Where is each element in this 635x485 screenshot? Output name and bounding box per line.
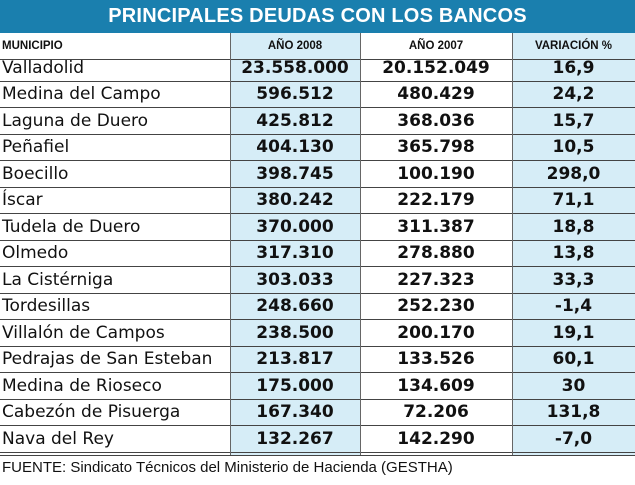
value-2007-cell: 365.798	[397, 137, 475, 158]
table-row: Laguna de Duero 425.812 368.036 15,7	[0, 108, 635, 135]
variacion-cell: 33,3	[552, 269, 595, 290]
value-2008-cell: 175.000	[256, 375, 334, 396]
table-row: Tudela de Duero 370.000 311.387 18,8	[0, 214, 635, 241]
source-note: FUENTE: Sindicato Técnicos del Ministeri…	[2, 459, 453, 476]
column-shade-variacion	[512, 33, 635, 455]
value-2007-cell: 222.179	[397, 190, 475, 211]
value-2007-cell: 134.609	[397, 375, 475, 396]
variacion-cell: 298,0	[546, 163, 601, 184]
value-2007-cell: 133.526	[397, 349, 475, 370]
table-row: Pedrajas de San Esteban 213.817 133.526 60,…	[0, 347, 635, 373]
municipio-cell: Olmedo	[2, 243, 69, 264]
variacion-cell: 131,8	[546, 402, 601, 423]
value-2008-cell: 238.500	[256, 322, 334, 343]
value-2007-cell: 480.429	[397, 84, 475, 105]
column-shade-2008	[230, 33, 360, 455]
value-2008-cell: 167.340	[256, 402, 334, 423]
value-2008-cell: 317.310	[256, 243, 334, 264]
value-2007-cell: 100.190	[397, 163, 475, 184]
municipio-cell: Villalón de Campos	[2, 322, 165, 343]
value-2008-cell: 213.817	[256, 349, 334, 370]
variacion-cell: 60,1	[552, 349, 595, 370]
variacion-cell: 30	[561, 375, 586, 396]
municipio-cell: Medina del Campo	[2, 84, 161, 105]
column-divider	[230, 33, 231, 455]
column-divider	[360, 33, 361, 455]
municipio-cell: Nava del Rey	[2, 428, 114, 449]
table-row: Tordesillas 248.660 252.230 -1,4	[0, 294, 635, 320]
header-municipio: MUNICIPIO	[2, 39, 63, 52]
variacion-cell: 18,8	[552, 216, 595, 237]
table-title: PRINCIPALES DEUDAS CON LOS BANCOS	[0, 0, 635, 33]
municipio-cell: Peñafiel	[2, 137, 70, 158]
table-row: Nava del Rey 132.267 142.290 -7,0	[0, 426, 635, 453]
value-2007-cell: 200.170	[397, 322, 475, 343]
table-row: Villalón de Campos 238.500 200.170 19,1	[0, 320, 635, 347]
value-2008-cell: 303.033	[256, 269, 334, 290]
value-2007-cell: 368.036	[397, 110, 475, 131]
header-row: MUNICIPIO AÑO 2008 AÑO 2007 VARIACIÓN %	[0, 33, 635, 60]
column-divider	[512, 33, 513, 455]
variacion-cell: -1,4	[554, 296, 593, 317]
table-row: Medina del Campo 596.512 480.429 24,2	[0, 82, 635, 108]
variacion-cell: 13,8	[552, 243, 595, 264]
municipio-cell: Tordesillas	[2, 296, 91, 317]
municipio-cell: Tudela de Duero	[2, 216, 141, 237]
value-2007-cell: 20.152.049	[382, 57, 490, 78]
table-row: Peñafiel 404.130 365.798 10,5	[0, 135, 635, 161]
header-2007: AÑO 2007	[408, 39, 464, 52]
table-row: Medina de Rioseco 175.000 134.609 30	[0, 373, 635, 400]
municipio-cell: Valladolid	[2, 57, 85, 78]
variacion-cell: 15,7	[552, 110, 595, 131]
variacion-cell: -7,0	[554, 428, 593, 449]
municipio-cell: Medina de Rioseco	[2, 375, 162, 396]
debt-table: MUNICIPIO AÑO 2008 AÑO 2007 VARIACIÓN % …	[0, 33, 635, 455]
value-2008-cell: 23.558.000	[241, 57, 349, 78]
value-2007-cell: 72.206	[403, 402, 469, 423]
variacion-cell: 24,2	[552, 84, 595, 105]
value-2008-cell: 380.242	[256, 190, 334, 211]
municipio-cell: Pedrajas de San Esteban	[2, 349, 213, 370]
value-2008-cell: 596.512	[256, 84, 334, 105]
variacion-cell: 71,1	[552, 190, 595, 211]
municipio-cell: Boecillo	[2, 163, 69, 184]
municipio-cell: Cabezón de Pisuerga	[2, 402, 181, 423]
value-2007-cell: 252.230	[397, 296, 475, 317]
value-2008-cell: 370.000	[256, 216, 334, 237]
municipio-cell: Íscar	[2, 190, 43, 211]
value-2008-cell: 248.660	[256, 296, 334, 317]
variacion-cell: 10,5	[552, 137, 595, 158]
value-2008-cell: 425.812	[256, 110, 334, 131]
table-row: Boecillo 398.745 100.190 298,0	[0, 161, 635, 188]
table-row: Valladolid 23.558.000 20.152.049 16,9	[0, 55, 635, 82]
table-row: Cabezón de Pisuerga 167.340 72.206 131,8	[0, 400, 635, 426]
value-2007-cell: 278.880	[397, 243, 475, 264]
municipio-cell: La Cistérniga	[2, 269, 114, 290]
variacion-cell: 16,9	[552, 57, 595, 78]
table-row: Íscar 380.242 222.179 71,1	[0, 188, 635, 214]
value-2007-cell: 142.290	[397, 428, 475, 449]
header-2008: AÑO 2008	[267, 39, 323, 52]
value-2007-cell: 227.323	[397, 269, 475, 290]
table-row: La Cistérniga 303.033 227.323 33,3	[0, 267, 635, 294]
value-2008-cell: 404.130	[256, 137, 334, 158]
footer-divider	[0, 455, 635, 456]
table-row: Olmedo 317.310 278.880 13,8	[0, 241, 635, 267]
variacion-cell: 19,1	[552, 322, 595, 343]
municipio-cell: Laguna de Duero	[2, 110, 149, 131]
value-2007-cell: 311.387	[397, 216, 475, 237]
value-2008-cell: 132.267	[256, 428, 334, 449]
header-variacion: VARIACIÓN %	[534, 39, 613, 52]
value-2008-cell: 398.745	[256, 163, 334, 184]
